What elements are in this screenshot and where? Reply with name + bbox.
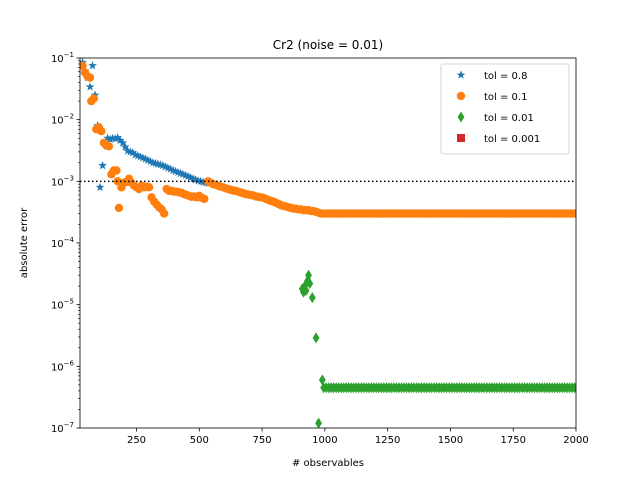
legend-label: tol = 0.001 — [484, 134, 540, 145]
data-point-series-2 — [85, 73, 95, 82]
data-point-series-3 — [308, 292, 316, 304]
data-point-series-1 — [85, 82, 95, 91]
x-tick-label: 1500 — [438, 435, 463, 446]
data-point-series-1 — [113, 133, 123, 142]
x-tick-label: 2000 — [563, 435, 588, 446]
legend-label: tol = 0.8 — [484, 71, 527, 82]
data-point-series-3 — [318, 374, 326, 386]
legend-marker — [456, 91, 466, 101]
markers-group — [80, 58, 576, 428]
x-tick-label: 750 — [253, 435, 272, 446]
legend-marker — [457, 134, 465, 142]
y-axis-label: absolute error — [19, 207, 30, 278]
data-point-series-1 — [88, 61, 97, 70]
data-point-series-1 — [138, 153, 148, 162]
x-tick-label: 1250 — [375, 435, 400, 446]
y-tick-exponent: −1 — [64, 51, 74, 59]
data-point-series-1 — [143, 155, 153, 164]
x-tick-label: 1000 — [312, 435, 337, 446]
data-point-series-1 — [120, 142, 130, 151]
x-tick-label: 1750 — [500, 435, 525, 446]
data-point-series-1 — [115, 135, 125, 145]
data-point-series-1 — [186, 172, 195, 182]
data-point-series-2 — [144, 183, 154, 192]
data-point-series-1 — [145, 156, 155, 166]
data-point-series-1 — [183, 171, 193, 181]
data-point-series-2 — [80, 61, 87, 70]
data-point-series-1 — [95, 182, 105, 192]
data-point-series-2 — [112, 166, 121, 175]
data-point-series-1 — [133, 151, 143, 160]
legend-marker — [457, 111, 465, 123]
y-tick-exponent: −5 — [64, 298, 74, 306]
data-point-series-1 — [163, 163, 173, 172]
data-point-series-2 — [114, 203, 124, 213]
data-point-series-3 — [302, 284, 310, 296]
data-point-series-2 — [113, 177, 122, 186]
y-tick-exponent: −6 — [64, 359, 75, 367]
y-tick-exponent: −4 — [64, 236, 75, 244]
data-point-series-1 — [140, 154, 150, 163]
y-tick-exponent: −7 — [64, 421, 74, 429]
legend-label: tol = 0.01 — [484, 113, 534, 124]
data-point-series-2 — [159, 209, 169, 218]
data-point-series-1 — [158, 160, 168, 170]
x-tick-label: 500 — [190, 435, 209, 446]
data-point-series-2 — [97, 127, 106, 136]
x-axis-label: # observables — [292, 458, 364, 469]
y-tick-exponent: −3 — [64, 174, 74, 182]
x-tick-label: 250 — [127, 435, 146, 446]
legend-frame — [440, 63, 570, 155]
data-point-series-2 — [200, 194, 209, 204]
data-point-series-3 — [571, 382, 576, 394]
data-point-series-3 — [305, 269, 312, 281]
data-point-series-1 — [128, 148, 138, 157]
legend: tol = 0.8 tol = 0.1 tol = 0.01 tol = 0.001 — [440, 63, 570, 155]
data-point-series-1 — [161, 162, 170, 171]
plot-area: 250 500 750 1000 1250 1500 1750 200010−710−610−… — [51, 51, 589, 446]
data-point-series-1 — [166, 164, 175, 173]
data-point-series-2 — [89, 94, 99, 103]
data-point-series-1 — [105, 134, 115, 144]
data-point-series-1 — [110, 134, 120, 143]
data-point-series-3 — [306, 278, 314, 290]
data-point-series-1 — [118, 138, 128, 147]
data-point-series-1 — [103, 133, 112, 142]
data-point-series-1 — [181, 170, 190, 180]
data-point-series-1 — [135, 152, 145, 161]
y-tick-exponent: −2 — [64, 113, 74, 121]
data-point-series-3 — [315, 417, 322, 428]
data-point-series-2 — [570, 209, 576, 218]
data-point-series-1 — [98, 160, 107, 170]
legend-marker — [456, 70, 466, 79]
data-point-series-2 — [104, 142, 114, 151]
data-point-series-1 — [178, 169, 188, 179]
legend-label: tol = 0.1 — [484, 92, 527, 103]
chart-title: Cr2 (noise = 0.01) — [273, 38, 383, 52]
data-point-series-3 — [312, 332, 320, 344]
